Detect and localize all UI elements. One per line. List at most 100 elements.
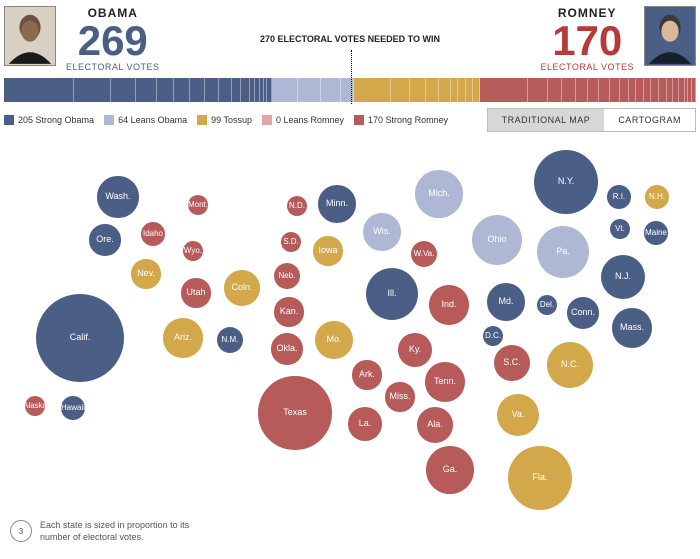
bar-segment[interactable] bbox=[588, 78, 599, 102]
bar-segment[interactable] bbox=[298, 78, 321, 102]
state-bubble[interactable]: Md. bbox=[487, 283, 524, 320]
state-bubble[interactable]: Iowa bbox=[313, 236, 342, 265]
bar-segment[interactable] bbox=[74, 78, 111, 102]
state-label: Wash. bbox=[105, 192, 130, 201]
state-bubble[interactable]: Kan. bbox=[274, 297, 303, 326]
state-bubble[interactable]: Okla. bbox=[271, 333, 302, 364]
toggle-traditional-map[interactable]: TRADITIONAL MAP bbox=[488, 109, 605, 131]
bar-segment[interactable] bbox=[620, 78, 629, 102]
bar-segment[interactable] bbox=[354, 78, 391, 102]
state-bubble[interactable]: Ala. bbox=[417, 407, 453, 443]
bar-segment[interactable] bbox=[466, 78, 474, 102]
state-bubble[interactable]: Wash. bbox=[97, 176, 138, 217]
state-bubble[interactable]: Ga. bbox=[426, 446, 473, 493]
bar-segment[interactable] bbox=[232, 78, 241, 102]
state-bubble[interactable]: Texas bbox=[258, 376, 331, 449]
state-bubble[interactable]: Ark. bbox=[352, 360, 381, 389]
bar-segment[interactable] bbox=[321, 78, 341, 102]
bar-segment[interactable] bbox=[610, 78, 620, 102]
state-bubble[interactable]: Mass. bbox=[612, 308, 651, 347]
state-bubble[interactable]: Mo. bbox=[315, 321, 352, 358]
bar-segment[interactable] bbox=[528, 78, 548, 102]
bar-segment[interactable] bbox=[205, 78, 219, 102]
state-bubble[interactable]: Mont. bbox=[188, 195, 209, 216]
state-bubble[interactable]: Ky. bbox=[398, 333, 432, 367]
state-bubble[interactable]: Mich. bbox=[415, 170, 462, 217]
state-bubble[interactable]: Alaska bbox=[25, 396, 46, 417]
state-bubble[interactable]: Ill. bbox=[366, 268, 419, 321]
state-bubble[interactable]: Ohio bbox=[472, 215, 522, 265]
bar-segment[interactable] bbox=[219, 78, 232, 102]
bar-segment[interactable] bbox=[480, 78, 528, 102]
state-bubble[interactable]: Conn. bbox=[567, 297, 598, 328]
state-bubble[interactable]: N.H. bbox=[645, 185, 669, 209]
state-bubble[interactable]: S.C. bbox=[494, 345, 530, 381]
state-bubble[interactable]: W.Va. bbox=[411, 241, 437, 267]
state-bubble[interactable]: Ore. bbox=[89, 224, 120, 255]
state-bubble[interactable]: N.Y. bbox=[534, 150, 598, 214]
state-bubble[interactable]: Coln. bbox=[224, 270, 260, 306]
state-label: Ariz. bbox=[174, 333, 192, 342]
state-bubble[interactable]: La. bbox=[348, 407, 382, 441]
state-bubble[interactable]: N.D. bbox=[287, 196, 308, 217]
bar-segment[interactable] bbox=[4, 78, 74, 102]
bar-segment[interactable] bbox=[599, 78, 609, 102]
state-bubble[interactable]: Calif. bbox=[36, 294, 124, 382]
legend-label: 0 Leans Romney bbox=[276, 115, 344, 125]
state-bubble[interactable]: Utah bbox=[181, 278, 210, 307]
state-label: Nev. bbox=[137, 269, 155, 278]
state-bubble[interactable]: Minn. bbox=[318, 185, 355, 222]
bar-segment[interactable] bbox=[576, 78, 587, 102]
state-label: Mich. bbox=[428, 189, 450, 198]
bar-segment[interactable] bbox=[157, 78, 175, 102]
state-bubble[interactable]: Maine bbox=[644, 221, 668, 245]
state-bubble[interactable]: Miss. bbox=[385, 382, 414, 411]
state-bubble[interactable]: Tenn. bbox=[425, 362, 464, 401]
state-bubble[interactable]: N.M. bbox=[217, 327, 243, 353]
bar-segment[interactable] bbox=[451, 78, 459, 102]
bar-segment[interactable] bbox=[111, 78, 136, 102]
legend-item: 99 Tossup bbox=[197, 115, 252, 125]
bar-segment[interactable] bbox=[644, 78, 652, 102]
bar-segment[interactable] bbox=[692, 78, 696, 102]
state-bubble[interactable]: Ariz. bbox=[163, 318, 202, 357]
state-bubble[interactable]: R.I. bbox=[607, 185, 631, 209]
state-bubble[interactable]: Neb. bbox=[274, 263, 300, 289]
bar-segment[interactable] bbox=[629, 78, 637, 102]
state-bubble[interactable]: Hawaii bbox=[61, 396, 85, 420]
bar-segment[interactable] bbox=[391, 78, 410, 102]
state-bubble[interactable]: S.D. bbox=[281, 232, 302, 253]
bar-segment[interactable] bbox=[136, 78, 156, 102]
state-bubble[interactable]: Va. bbox=[497, 394, 540, 437]
bar-segment[interactable] bbox=[190, 78, 205, 102]
state-bubble[interactable]: Fla. bbox=[508, 446, 572, 510]
state-bubble[interactable]: Ind. bbox=[429, 285, 468, 324]
bar-segment[interactable] bbox=[241, 78, 250, 102]
bar-segment[interactable] bbox=[410, 78, 427, 102]
state-bubble[interactable]: Wyo. bbox=[183, 241, 204, 262]
state-bubble[interactable]: Nev. bbox=[131, 259, 160, 288]
bar-segment[interactable] bbox=[426, 78, 439, 102]
bar-segment[interactable] bbox=[636, 78, 644, 102]
bar-segment[interactable] bbox=[439, 78, 450, 102]
bar-segment[interactable] bbox=[458, 78, 466, 102]
state-label: Neb. bbox=[279, 272, 296, 280]
toggle-cartogram[interactable]: CARTOGRAM bbox=[604, 109, 695, 131]
bar-segment[interactable] bbox=[659, 78, 667, 102]
state-bubble[interactable]: Idaho bbox=[141, 222, 165, 246]
state-label: Texas bbox=[283, 408, 307, 417]
state-bubble[interactable]: Vt. bbox=[610, 219, 631, 240]
state-bubble[interactable]: D.C. bbox=[483, 326, 504, 347]
state-bubble[interactable]: Wis. bbox=[363, 213, 400, 250]
bar-segment[interactable] bbox=[548, 78, 562, 102]
state-label: Va. bbox=[512, 410, 525, 419]
state-bubble[interactable]: Pa. bbox=[537, 226, 590, 279]
state-bubble[interactable]: N.C. bbox=[547, 342, 593, 388]
bar-segment[interactable] bbox=[174, 78, 189, 102]
bar-segment[interactable] bbox=[651, 78, 659, 102]
state-label: Alaska bbox=[23, 402, 47, 410]
bar-segment[interactable] bbox=[272, 78, 297, 102]
bar-segment[interactable] bbox=[562, 78, 576, 102]
state-bubble[interactable]: Del. bbox=[537, 295, 558, 316]
state-bubble[interactable]: N.J. bbox=[601, 255, 645, 299]
